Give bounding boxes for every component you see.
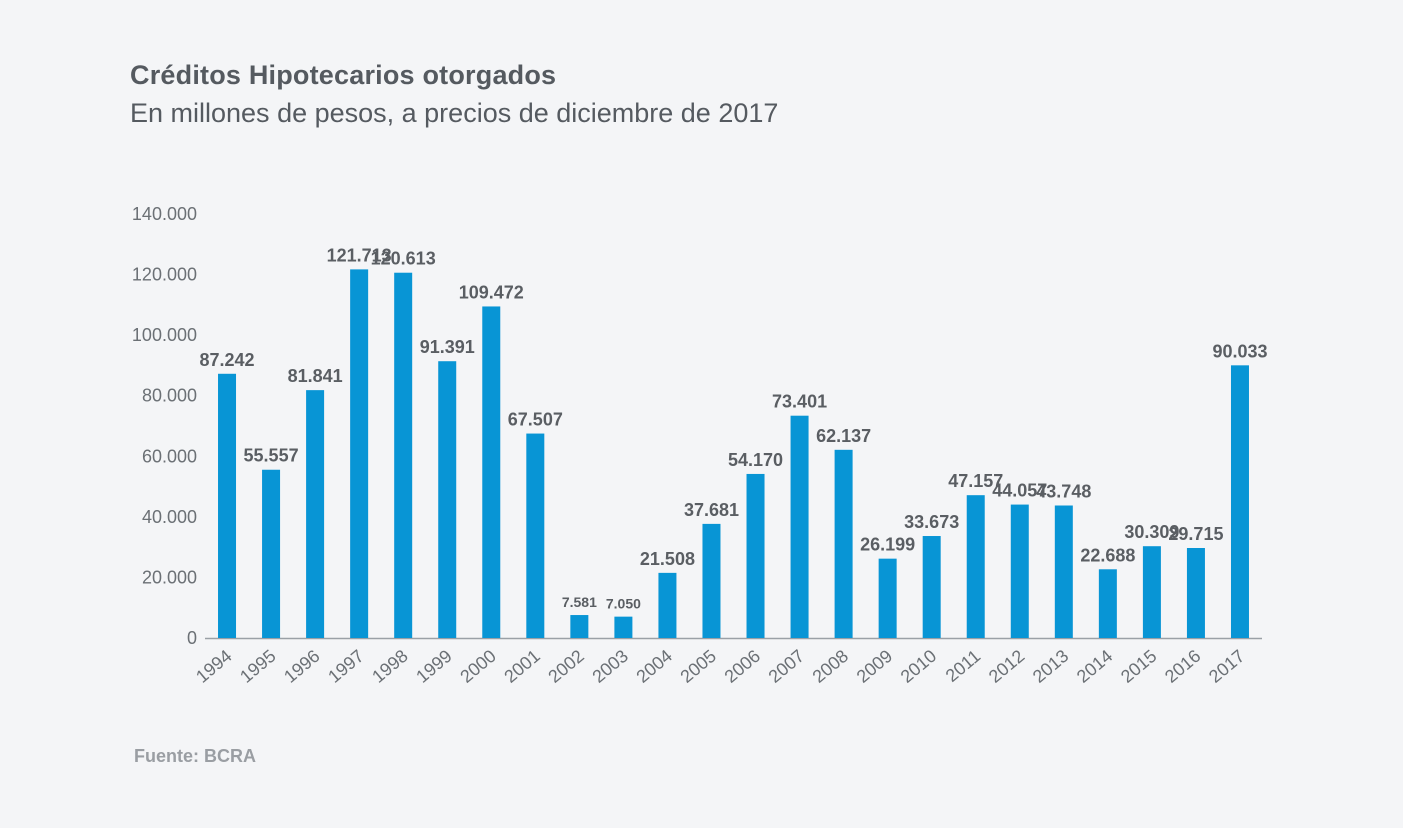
data-label-2013: 43.748 bbox=[1036, 482, 1091, 502]
bar-2013 bbox=[1054, 505, 1073, 638]
data-label-1994: 87.242 bbox=[199, 350, 254, 370]
bar-2004 bbox=[658, 572, 677, 638]
bar-1999 bbox=[438, 361, 457, 638]
bar-2000 bbox=[482, 306, 501, 638]
x-tick-label: 2014 bbox=[1073, 646, 1117, 687]
data-label-1995: 55.557 bbox=[244, 446, 299, 466]
x-tick-label: 2003 bbox=[588, 646, 632, 687]
data-label-2008: 62.137 bbox=[816, 426, 871, 446]
data-label-1998: 120.613 bbox=[371, 249, 436, 269]
bar-2003 bbox=[614, 616, 633, 638]
y-tick-label: 80.000 bbox=[142, 386, 197, 406]
data-label-2015: 30.309 bbox=[1124, 522, 1179, 542]
x-tick-label: 2001 bbox=[500, 646, 544, 687]
x-tick-label: 2005 bbox=[677, 646, 721, 687]
data-label-1997: 121.713 bbox=[327, 245, 392, 265]
data-label-2014: 22.688 bbox=[1080, 545, 1135, 565]
bar-2014 bbox=[1098, 569, 1117, 638]
x-tick-label: 1995 bbox=[236, 646, 280, 687]
x-tick-label: 2008 bbox=[809, 646, 853, 687]
bar-1995 bbox=[262, 469, 281, 638]
bar-2002 bbox=[570, 615, 589, 638]
data-label-2007: 73.401 bbox=[772, 392, 827, 412]
x-tick-label: 1997 bbox=[324, 646, 368, 687]
bar-1996 bbox=[306, 390, 325, 638]
y-tick-label: 20.000 bbox=[142, 567, 197, 587]
data-label-2002: 7.581 bbox=[562, 594, 597, 610]
x-tick-label: 2000 bbox=[456, 646, 500, 687]
bar-1994 bbox=[218, 373, 237, 638]
x-tick-label: 2011 bbox=[942, 646, 985, 686]
data-label-2009: 26.199 bbox=[860, 535, 915, 555]
x-tick-label: 2006 bbox=[721, 646, 765, 687]
data-label-2005: 37.681 bbox=[684, 500, 739, 520]
data-label-2012: 44.057 bbox=[992, 481, 1047, 501]
x-tick-label: 2013 bbox=[1029, 646, 1073, 687]
bar-2012 bbox=[1010, 504, 1029, 638]
x-tick-label: 1996 bbox=[280, 646, 324, 687]
bars-group bbox=[218, 269, 1249, 638]
x-tick-label: 2002 bbox=[544, 646, 588, 687]
chart-title: Créditos Hipotecarios otorgados bbox=[130, 60, 557, 90]
x-tick-label: 2017 bbox=[1205, 646, 1249, 687]
y-tick-label: 0 bbox=[187, 628, 197, 648]
x-tick-label: 2007 bbox=[765, 646, 809, 687]
y-tick-label: 140.000 bbox=[132, 204, 197, 224]
data-label-2004: 21.508 bbox=[640, 549, 695, 569]
bar-2016 bbox=[1186, 548, 1205, 638]
y-axis: 0 20.000 40.000 60.000 80.000 100.000 120.000 1… bbox=[132, 204, 1262, 648]
bar-2007 bbox=[790, 415, 809, 638]
data-label-2010: 33.673 bbox=[904, 512, 959, 532]
data-label-1996: 81.841 bbox=[288, 366, 343, 386]
bar-2006 bbox=[746, 473, 765, 638]
bar-2017 bbox=[1230, 365, 1249, 638]
data-label-2006: 54.170 bbox=[728, 450, 783, 470]
y-tick-label: 40.000 bbox=[142, 507, 197, 527]
bar-2005 bbox=[702, 523, 721, 638]
x-tick-label: 2015 bbox=[1117, 646, 1161, 687]
data-label-2001: 67.507 bbox=[508, 410, 563, 430]
x-tick-label: 2016 bbox=[1161, 646, 1205, 687]
data-label-2016: 29.715 bbox=[1168, 524, 1223, 544]
x-tick-label: 2010 bbox=[897, 646, 941, 687]
bar-2009 bbox=[878, 558, 897, 638]
x-tick-label: 2009 bbox=[853, 646, 897, 687]
x-tick-label: 2004 bbox=[632, 646, 676, 687]
data-label-2017: 90.033 bbox=[1212, 341, 1267, 361]
y-tick-label: 100.000 bbox=[132, 325, 197, 345]
x-tick-label: 1999 bbox=[412, 646, 456, 687]
bar-2011 bbox=[966, 495, 985, 638]
bar-1998 bbox=[394, 272, 413, 638]
source-note: Fuente: BCRA bbox=[134, 746, 256, 766]
data-label-2003: 7.050 bbox=[606, 596, 641, 612]
y-tick-label: 60.000 bbox=[142, 446, 197, 466]
data-label-2000: 109.472 bbox=[459, 282, 524, 302]
y-tick-label: 120.000 bbox=[132, 265, 197, 285]
bar-2015 bbox=[1142, 546, 1161, 638]
x-axis: 1994 1995 1996 1997 1998 1999 2000 2001 2002 2003… bbox=[192, 646, 1248, 687]
data-label-2011: 47.157 bbox=[948, 471, 1003, 491]
bar-2001 bbox=[526, 433, 545, 638]
chart-subtitle: En millones de pesos, a precios de dicie… bbox=[130, 98, 779, 128]
bar-1997 bbox=[350, 269, 369, 638]
data-label-1999: 91.391 bbox=[420, 337, 475, 357]
x-tick-label: 2012 bbox=[985, 646, 1029, 687]
x-tick-label: 1998 bbox=[368, 646, 412, 687]
x-tick-label: 1994 bbox=[192, 646, 236, 687]
bar-2010 bbox=[922, 536, 941, 638]
bar-2008 bbox=[834, 449, 853, 638]
